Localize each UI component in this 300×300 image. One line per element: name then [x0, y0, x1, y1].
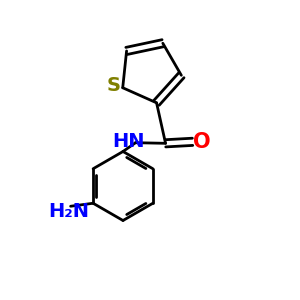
Text: O: O: [193, 132, 210, 152]
Text: HN: HN: [112, 132, 144, 151]
Text: H₂N: H₂N: [49, 202, 90, 221]
Text: S: S: [107, 76, 121, 95]
